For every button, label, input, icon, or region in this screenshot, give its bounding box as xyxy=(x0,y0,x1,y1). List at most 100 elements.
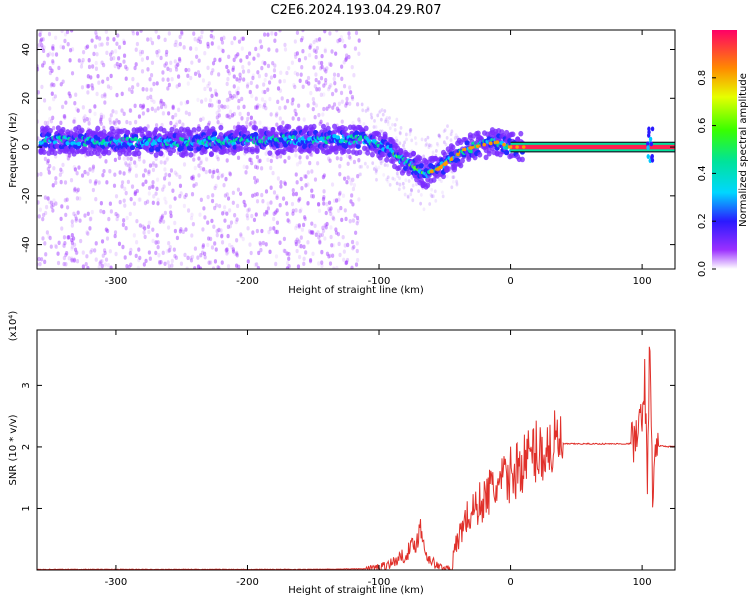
spectral-noise-point xyxy=(279,70,283,75)
spectral-noise-point xyxy=(173,228,177,234)
spectral-noise-point xyxy=(113,230,118,235)
spectral-band-point xyxy=(115,133,121,140)
spectral-noise-point xyxy=(268,96,272,102)
spectral-noise-point xyxy=(345,180,349,185)
spectral-noise-point xyxy=(198,39,202,45)
spectral-band-point xyxy=(333,149,339,155)
spectral-noise-point xyxy=(94,241,98,246)
spectral-noise-point xyxy=(415,182,418,187)
spectral-noise-point xyxy=(44,204,49,210)
spectral-noise-point xyxy=(225,251,229,256)
spectral-noise-point xyxy=(93,248,97,253)
spectral-noise-point xyxy=(408,128,412,132)
spectral-noise-point xyxy=(207,120,211,126)
spectral-noise-point xyxy=(184,110,188,115)
spectral-noise-point xyxy=(75,259,80,264)
spectral-noise-point xyxy=(168,247,172,253)
spectral-noise-point xyxy=(321,112,325,117)
spectral-noise-point xyxy=(325,106,329,111)
spectral-noise-point xyxy=(398,182,402,187)
spectral-band-point xyxy=(153,126,159,133)
spectral-noise-point xyxy=(311,194,315,199)
spectral-noise-point xyxy=(213,241,217,246)
spectral-noise-point xyxy=(438,134,442,139)
spectral-noise-point xyxy=(247,207,251,212)
spectral-noise-point xyxy=(196,70,201,75)
spectral-noise-point xyxy=(220,260,224,265)
spectral-noise-point xyxy=(63,180,68,185)
spectral-noise-point xyxy=(337,101,341,106)
spectral-noise-point xyxy=(306,170,310,175)
spectral-noise-point xyxy=(306,240,310,245)
spectral-noise-point xyxy=(167,241,171,246)
spectral-noise-point xyxy=(154,250,158,256)
spectral-noise-point xyxy=(366,107,370,112)
spectral-noise-point xyxy=(443,128,447,133)
spectral-noise-point xyxy=(64,262,68,267)
spectral-noise-point xyxy=(208,87,213,92)
spectral-noise-point xyxy=(325,202,329,207)
spectral-noise-point xyxy=(130,89,134,95)
spectral-noise-point xyxy=(285,211,289,217)
spectral-noise-point xyxy=(176,62,180,67)
spectral-noise-point xyxy=(388,182,392,187)
spectral-noise-point xyxy=(65,30,70,35)
spectral-noise-point xyxy=(402,185,406,190)
spectral-noise-point xyxy=(59,120,63,126)
spectral-noise-point xyxy=(94,257,98,262)
spectral-noise-point xyxy=(325,66,329,71)
spectral-noise-point xyxy=(138,103,143,109)
spectral-noise-point xyxy=(293,84,297,90)
spectral-noise-point xyxy=(269,185,273,190)
spectral-band-point xyxy=(418,163,424,169)
spectral-noise-point xyxy=(275,122,279,127)
spectral-noise-point xyxy=(350,94,355,100)
spectral-noise-point xyxy=(40,257,44,262)
spectral-noise-point xyxy=(251,75,255,81)
spectral-noise-point xyxy=(345,153,350,159)
spectral-noise-point xyxy=(235,263,239,268)
spectral-noise-point xyxy=(396,174,400,179)
spectral-noise-point xyxy=(255,262,259,267)
spectral-noise-point xyxy=(207,103,212,108)
spectral-noise-point xyxy=(184,67,188,73)
spectral-noise-point xyxy=(275,193,279,199)
spectral-noise-point xyxy=(61,79,65,84)
spectral-noise-point xyxy=(52,96,56,102)
spectral-noise-point xyxy=(435,141,439,146)
spectral-noise-point xyxy=(210,174,215,179)
x-tick-label: 0 xyxy=(507,276,513,287)
spectral-noise-point xyxy=(252,119,256,125)
spectral-noise-point xyxy=(249,250,253,256)
spectral-noise-point xyxy=(249,80,253,86)
spectral-noise-point xyxy=(154,30,158,34)
spectral-noise-point xyxy=(302,117,306,122)
spectral-noise-point xyxy=(426,135,430,140)
spectral-noise-point xyxy=(140,69,145,74)
spectral-noise-point xyxy=(352,159,357,165)
spectral-noise-point xyxy=(108,117,112,122)
spectral-noise-point xyxy=(111,109,115,114)
spectral-noise-point xyxy=(327,200,332,206)
spectral-noise-point xyxy=(225,158,229,163)
spectral-noise-point xyxy=(190,192,195,197)
spectral-noise-point xyxy=(214,203,219,208)
spectral-noise-point xyxy=(109,113,113,118)
spectral-noise-point xyxy=(167,172,172,178)
spectral-noise-point xyxy=(236,187,241,192)
spectral-noise-point xyxy=(301,84,305,90)
spectral-noise-point xyxy=(93,180,98,185)
spectral-noise-point xyxy=(316,202,321,207)
spectral-band-point xyxy=(188,151,194,158)
spectral-noise-point xyxy=(232,93,236,99)
spectral-noise-point xyxy=(175,172,179,177)
spectral-noise-point xyxy=(273,38,277,43)
spectral-noise-point xyxy=(335,265,339,269)
spectral-noise-point xyxy=(338,164,342,169)
spectral-noise-point xyxy=(151,238,155,244)
spectral-noise-point xyxy=(345,53,349,58)
spectral-noise-point xyxy=(217,108,221,113)
spectral-noise-point xyxy=(199,197,203,202)
spectral-noise-point xyxy=(303,216,307,222)
spectral-noise-point xyxy=(141,104,145,110)
